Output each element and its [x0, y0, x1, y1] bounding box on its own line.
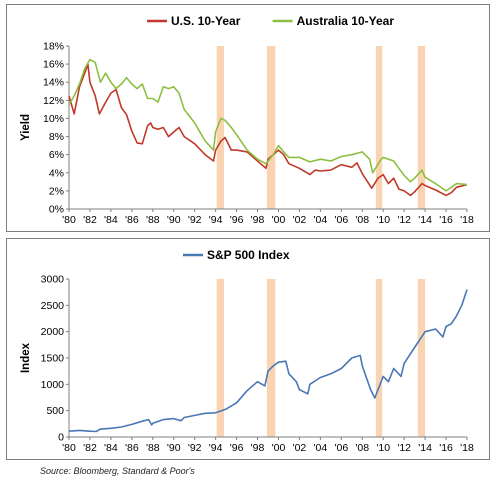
- x-tick-label: '98: [251, 442, 265, 454]
- x-tick-label: '84: [104, 442, 118, 454]
- shaded-period: [375, 46, 383, 209]
- y-tick-label: 12%: [43, 95, 64, 107]
- x-tick-label: '94: [209, 442, 223, 454]
- y-tick-label: 0%: [49, 204, 64, 216]
- y-tick-label: 14%: [43, 77, 64, 89]
- x-tick-label: '02: [293, 442, 307, 454]
- series-line-0: [68, 289, 468, 433]
- shaded-period: [417, 279, 426, 437]
- x-tick-label: '08: [355, 214, 369, 226]
- series-line-1: [68, 58, 468, 192]
- sp500-chart-panel: 0 500 1000 1500 2000 2500 3000 '80 '82 '84 '86 '88 '…: [6, 238, 490, 460]
- y-tick-label: 4%: [49, 167, 64, 179]
- legend-label: S&P 500 Index: [207, 248, 290, 262]
- y-tick-label: 6%: [49, 149, 64, 161]
- x-tick-label: '00: [272, 442, 286, 454]
- source-note: Source: Bloomberg, Standard & Poor's: [40, 466, 195, 476]
- x-tick-label: '92: [188, 214, 202, 226]
- y-tick-label: 10%: [43, 113, 64, 125]
- x-tick-label: '84: [104, 214, 118, 226]
- y-tick-label: 18%: [43, 41, 64, 53]
- x-tick-label: '12: [397, 442, 411, 454]
- x-tick-label: '06: [334, 214, 348, 226]
- x-tick-label: '08: [355, 442, 369, 454]
- x-tick-label: '02: [293, 214, 307, 226]
- y-tick-label: 500: [46, 405, 64, 417]
- x-tick-label: '88: [146, 214, 160, 226]
- x-tick-label: '90: [167, 214, 181, 226]
- y-tick-label: 2500: [41, 300, 65, 312]
- y-axis-label: Index: [20, 342, 32, 373]
- y-tick-label: 1500: [41, 353, 65, 365]
- shaded-period: [375, 279, 383, 437]
- x-tick-label: '82: [83, 214, 97, 226]
- x-tick-label: '88: [146, 442, 160, 454]
- yield-chart: 0% 2% 4% 6% 8% 10% 12% 14% 16% 18% '80 '82 '84 '86 '88…: [20, 14, 474, 226]
- y-tick-label: 3000: [41, 274, 65, 286]
- x-tick-label: '18: [460, 442, 474, 454]
- shaded-period: [266, 46, 276, 209]
- y-axis-label: Yield: [20, 114, 32, 141]
- yield-chart-panel: 0% 2% 4% 6% 8% 10% 12% 14% 16% 18% '80 '82 '84 '86 '88…: [6, 4, 490, 232]
- shaded-period: [266, 279, 276, 437]
- series-line-0: [68, 63, 468, 197]
- x-tick-label: '16: [439, 214, 453, 226]
- y-tick-label: 0: [58, 432, 64, 444]
- legend-label: Australia 10-Year: [297, 14, 395, 28]
- x-tick-label: '80: [62, 214, 76, 226]
- x-tick-label: '94: [209, 214, 223, 226]
- y-tick-label: 1000: [41, 379, 65, 391]
- x-tick-label: '14: [418, 442, 432, 454]
- x-tick-label: '04: [314, 442, 328, 454]
- x-tick-label: '82: [83, 442, 97, 454]
- x-tick-label: '14: [418, 214, 432, 226]
- legend-label: U.S. 10-Year: [171, 14, 241, 28]
- x-tick-label: '00: [272, 214, 286, 226]
- y-tick-label: 16%: [43, 59, 64, 71]
- x-tick-label: '86: [125, 442, 139, 454]
- x-tick-label: '86: [125, 214, 139, 226]
- shaded-period: [216, 279, 225, 437]
- y-tick-label: 8%: [49, 131, 64, 143]
- x-tick-label: '96: [230, 442, 244, 454]
- x-tick-label: '12: [397, 214, 411, 226]
- x-tick-label: '18: [460, 214, 474, 226]
- x-tick-label: '16: [439, 442, 453, 454]
- sp500-chart: 0 500 1000 1500 2000 2500 3000 '80 '82 '84 '86 '88 '…: [20, 248, 474, 454]
- x-tick-label: '92: [188, 442, 202, 454]
- y-tick-label: 2000: [41, 326, 65, 338]
- x-tick-label: '80: [62, 442, 76, 454]
- x-tick-label: '96: [230, 214, 244, 226]
- x-tick-label: '10: [376, 442, 390, 454]
- x-tick-label: '04: [314, 214, 328, 226]
- y-tick-label: 2%: [49, 185, 64, 197]
- x-tick-label: '06: [334, 442, 348, 454]
- x-tick-label: '90: [167, 442, 181, 454]
- x-tick-label: '98: [251, 214, 265, 226]
- shaded-period: [417, 46, 426, 209]
- x-tick-label: '10: [376, 214, 390, 226]
- shaded-period: [216, 46, 225, 209]
